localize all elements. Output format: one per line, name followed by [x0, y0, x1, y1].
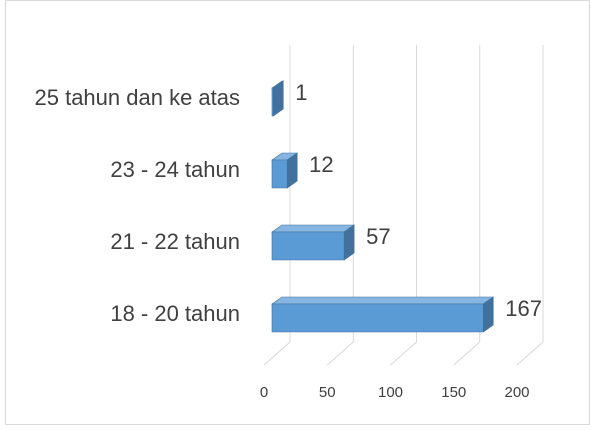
bar-top — [271, 224, 356, 233]
value-label: 12 — [309, 152, 333, 177]
y-tick-label: 23 - 24 tahun — [110, 157, 240, 182]
bar-front — [271, 303, 484, 333]
x-tick-label: 150 — [441, 384, 466, 401]
bar — [271, 224, 356, 261]
grid-line — [390, 45, 417, 366]
bar-front — [271, 231, 345, 261]
x-tick-label: 200 — [504, 384, 529, 401]
grid-line — [263, 45, 291, 366]
x-tick-label: 0 — [260, 384, 268, 401]
chart-frame — [5, 0, 590, 425]
x-tick-label: 100 — [378, 384, 403, 401]
bar-front — [271, 87, 274, 117]
value-label: 167 — [505, 296, 542, 321]
y-tick-label: 21 - 22 tahun — [110, 229, 240, 254]
bar — [271, 296, 495, 333]
bar — [271, 80, 285, 117]
bar-top — [271, 296, 495, 305]
grid-line — [453, 45, 481, 366]
value-label: 1 — [295, 80, 307, 105]
y-tick-label: 25 tahun dan ke atas — [34, 85, 241, 110]
grid-line — [516, 45, 544, 366]
x-tick-label: 50 — [319, 384, 336, 401]
bar-front — [271, 159, 288, 189]
value-label: 57 — [366, 224, 390, 249]
grid-line — [326, 45, 354, 366]
bar — [271, 152, 299, 189]
y-tick-label: 18 - 20 tahun — [110, 301, 240, 326]
